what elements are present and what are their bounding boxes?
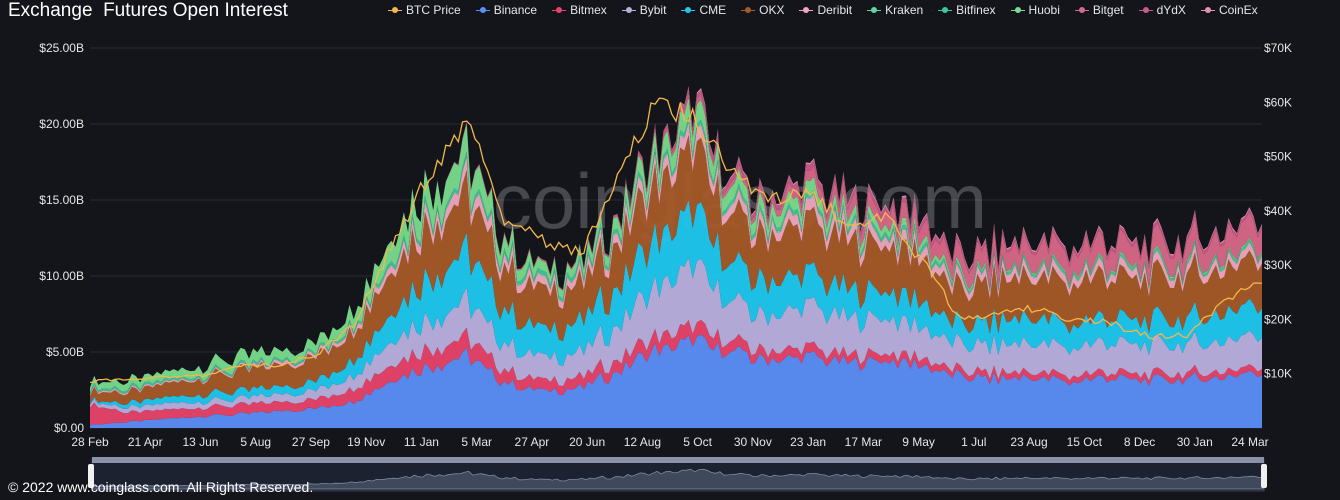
zoom-handle-left[interactable] xyxy=(88,464,94,488)
legend-item-btc-price[interactable]: BTC Price xyxy=(388,3,461,17)
y-right-tick-label: $60K xyxy=(1264,95,1292,109)
x-tick-label: 9 May xyxy=(902,435,935,449)
zoom-slider-preview xyxy=(91,468,1265,490)
legend-marker-icon xyxy=(867,6,882,14)
y-right-tick-label: $50K xyxy=(1264,150,1292,164)
x-tick-label: 13 Jun xyxy=(182,435,218,449)
x-tick-label: 24 Mar xyxy=(1231,435,1268,449)
y-left-tick-label: $10.00B xyxy=(39,269,84,283)
x-tick-label: 8 Dec xyxy=(1124,435,1155,449)
x-tick-label: 5 Mar xyxy=(461,435,492,449)
legend-item-bitfinex[interactable]: Bitfinex xyxy=(938,3,996,17)
legend-marker-icon xyxy=(1074,6,1089,14)
legend-label: Kraken xyxy=(885,3,924,17)
y-left-tick-label: $5.00B xyxy=(46,345,84,359)
x-tick-label: 5 Oct xyxy=(683,435,712,449)
x-tick-label: 28 Feb xyxy=(71,435,109,449)
legend-label: BTC Price xyxy=(406,3,461,17)
area-series-binance xyxy=(90,334,1262,428)
area-series-huobi xyxy=(90,97,1262,393)
legend-marker-icon xyxy=(552,6,567,14)
legend-item-huobi[interactable]: Huobi xyxy=(1010,3,1060,17)
legend-marker-icon xyxy=(938,6,953,14)
area-series-cme xyxy=(90,199,1262,409)
legend-marker-icon xyxy=(621,6,636,14)
y-left-tick-label: $15.00B xyxy=(39,193,84,207)
legend-label: dYdX xyxy=(1156,3,1186,17)
legend-label: Bitfinex xyxy=(956,3,996,17)
x-tick-label: 27 Apr xyxy=(515,435,550,449)
legend-item-kraken[interactable]: Kraken xyxy=(867,3,923,17)
legend-label: Deribit xyxy=(817,3,853,17)
y-right-tick-label: $70K xyxy=(1264,41,1292,55)
y-left-tick-label: $25.00B xyxy=(39,41,84,55)
y-right-tick-label: $10K xyxy=(1264,367,1292,381)
x-tick-label: 12 Aug xyxy=(624,435,661,449)
legend-label: Binance xyxy=(493,3,538,17)
legend-item-bitmex[interactable]: Bitmex xyxy=(552,3,607,17)
y-right-tick-label: $40K xyxy=(1264,204,1292,218)
line-series-btc-price xyxy=(89,97,1263,384)
x-tick-label: 17 Mar xyxy=(845,435,882,449)
legend-item-deribit[interactable]: Deribit xyxy=(799,3,852,17)
legend-marker-icon xyxy=(475,6,490,14)
x-tick-label: 21 Apr xyxy=(128,435,163,449)
legend-marker-icon xyxy=(388,6,402,14)
x-tick-label: 23 Aug xyxy=(1010,435,1047,449)
chart-title: Exchange Futures Open Interest xyxy=(8,0,288,21)
legend-item-binance[interactable]: Binance xyxy=(475,3,538,17)
legend-marker-icon xyxy=(1010,6,1025,14)
legend-label: OKX xyxy=(759,3,785,17)
legend-label: Bitmex xyxy=(570,3,607,17)
chart-legend: BTC Price Binance Bitmex Bybit CME OKX Deribit… xyxy=(388,3,1273,17)
x-tick-label: 1 Jul xyxy=(961,435,986,449)
legend-marker-icon xyxy=(1200,6,1215,14)
x-tick-label: 5 Aug xyxy=(240,435,271,449)
legend-marker-icon xyxy=(799,6,814,14)
legend-label: Bitget xyxy=(1092,3,1124,17)
area-series-okx xyxy=(90,135,1262,406)
x-tick-label: 23 Jan xyxy=(790,435,826,449)
x-tick-label: 19 Nov xyxy=(347,435,385,449)
x-tick-label: 30 Nov xyxy=(734,435,772,449)
legend-item-coinex[interactable]: CoinEx xyxy=(1200,3,1258,17)
legend-item-cme[interactable]: CME xyxy=(681,3,726,17)
area-series-bitmex xyxy=(90,319,1262,426)
legend-marker-icon xyxy=(1138,6,1153,14)
legend-item-bitget[interactable]: Bitget xyxy=(1074,3,1124,17)
y-left-tick-label: $0.00 xyxy=(54,421,84,435)
legend-marker-icon xyxy=(681,6,696,14)
legend-label: CoinEx xyxy=(1218,3,1258,17)
zoom-slider[interactable] xyxy=(88,457,1267,492)
x-tick-label: 11 Jan xyxy=(404,435,439,449)
area-series-bybit xyxy=(90,257,1262,414)
legend-marker-icon xyxy=(741,6,756,14)
copyright-text: © 2022 www.coinglass.com. All Rights Res… xyxy=(8,479,314,495)
legend-item-dydx[interactable]: dYdX xyxy=(1138,3,1186,17)
y-right-tick-label: $20K xyxy=(1264,312,1292,326)
area-series-deribit xyxy=(90,121,1262,397)
legend-label: Huobi xyxy=(1028,3,1060,17)
legend-label: Bybit xyxy=(639,3,667,17)
zoom-slider-bar[interactable] xyxy=(92,457,1264,463)
x-tick-label: 27 Sep xyxy=(292,435,330,449)
y-left-tick-label: $20.00B xyxy=(39,117,84,131)
x-tick-label: 20 Jun xyxy=(569,435,605,449)
legend-item-okx[interactable]: OKX xyxy=(741,3,784,17)
y-right-tick-label: $30K xyxy=(1264,258,1292,272)
x-tick-label: 30 Jan xyxy=(1177,435,1213,449)
legend-item-bybit[interactable]: Bybit xyxy=(621,3,667,17)
zoom-handle-right[interactable] xyxy=(1261,464,1267,488)
x-tick-label: 15 Oct xyxy=(1067,435,1103,449)
legend-label: CME xyxy=(699,3,727,17)
